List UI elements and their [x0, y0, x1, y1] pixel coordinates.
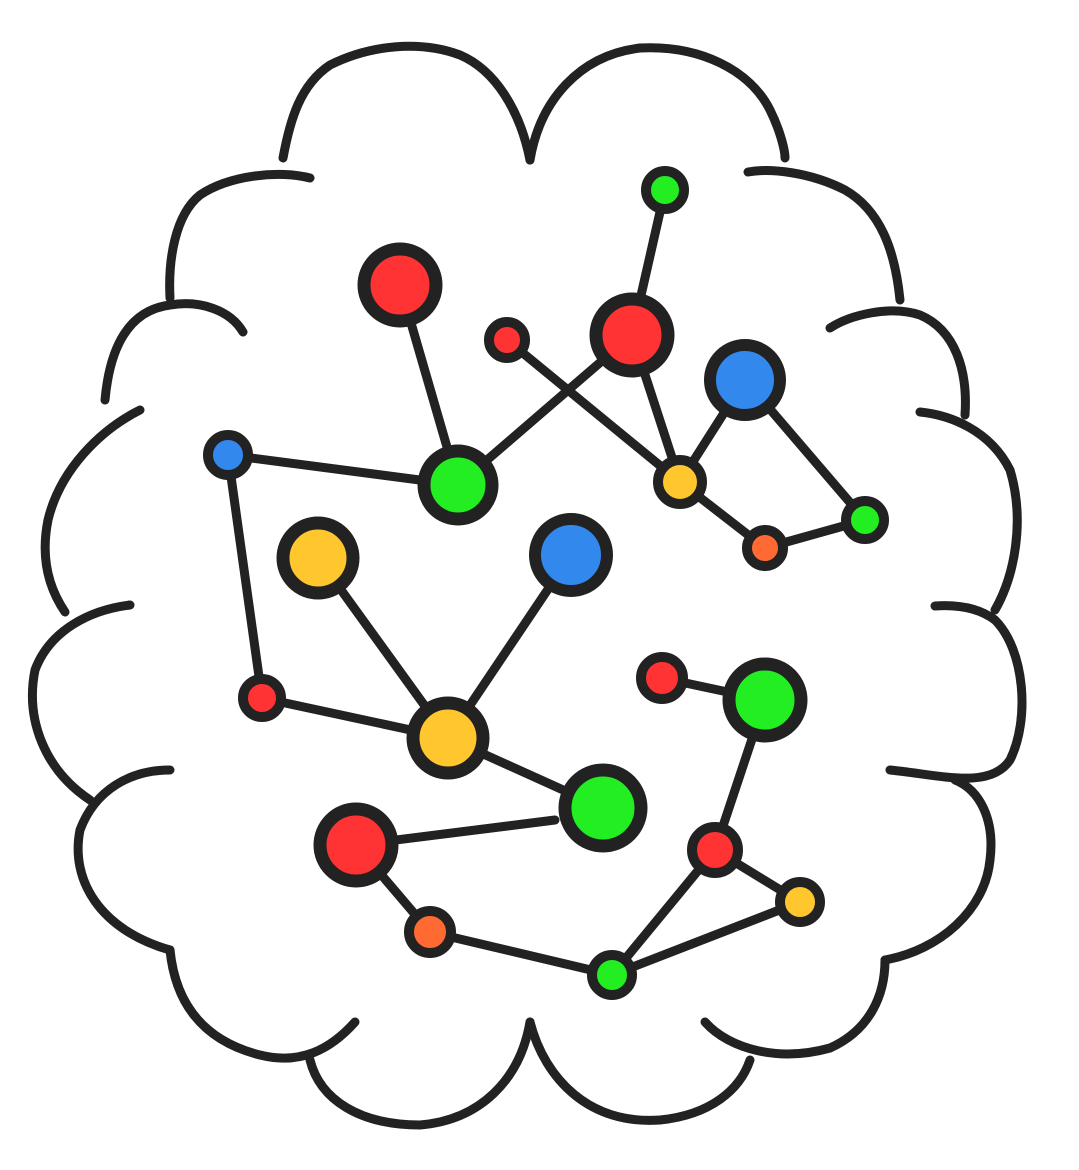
- node-red-medium: [687, 822, 743, 878]
- node-orange-small: [742, 525, 788, 571]
- brain-outline-left-upper-2: [100, 299, 248, 405]
- node-orange-small: [404, 906, 456, 958]
- brain-outline-right-lower: [885, 601, 1027, 783]
- edge: [425, 927, 617, 980]
- brain-outline-bottom-left-lobe-2: [305, 1017, 535, 1130]
- brain-outline-right-upper-2: [743, 166, 905, 305]
- brain-outline-left-lower: [27, 600, 135, 805]
- node-green-large: [722, 657, 808, 743]
- node-red-small: [636, 652, 688, 704]
- node-green-top: [641, 166, 689, 214]
- node-yellow-small: [653, 455, 707, 509]
- node-green-small: [587, 950, 637, 1000]
- brain-outline-top-right-lobe: [525, 43, 790, 165]
- node-green-large: [417, 444, 499, 526]
- brain-outline-left-bottom: [73, 765, 175, 955]
- node-red-small: [238, 674, 286, 722]
- node-red-large: [313, 802, 399, 888]
- brain-outline-bottom-right-lobe: [525, 1017, 755, 1125]
- brain-outline-bottom-left-lobe: [165, 945, 360, 1063]
- edge: [607, 897, 805, 980]
- node-yellow-large: [406, 696, 490, 780]
- node-red-large: [589, 292, 675, 378]
- edge: [502, 335, 685, 487]
- node-red-large: [357, 242, 443, 328]
- brain-outline-top-left-lobe: [278, 41, 535, 165]
- brain-outline: [27, 41, 1027, 1130]
- brain-outline-right-middle: [915, 407, 1022, 615]
- node-blue-large: [529, 513, 613, 597]
- node-red-small: [484, 317, 530, 363]
- node-blue-large: [704, 339, 786, 421]
- brain-outline-left-middle: [40, 405, 145, 617]
- node-yellow-large: [276, 516, 360, 600]
- node-green-large: [558, 763, 648, 853]
- edge: [223, 450, 267, 703]
- node-green-small: [841, 496, 889, 544]
- node-yellow-small: [775, 877, 825, 927]
- brain-outline-right-upper: [825, 306, 970, 420]
- node-blue-small: [203, 430, 253, 480]
- brain-outline-bottom-right-lobe-2: [700, 955, 890, 1059]
- network-nodes: [203, 166, 889, 1000]
- brain-outline-right-bottom: [880, 775, 996, 965]
- brain-outline-left-upper: [165, 169, 315, 303]
